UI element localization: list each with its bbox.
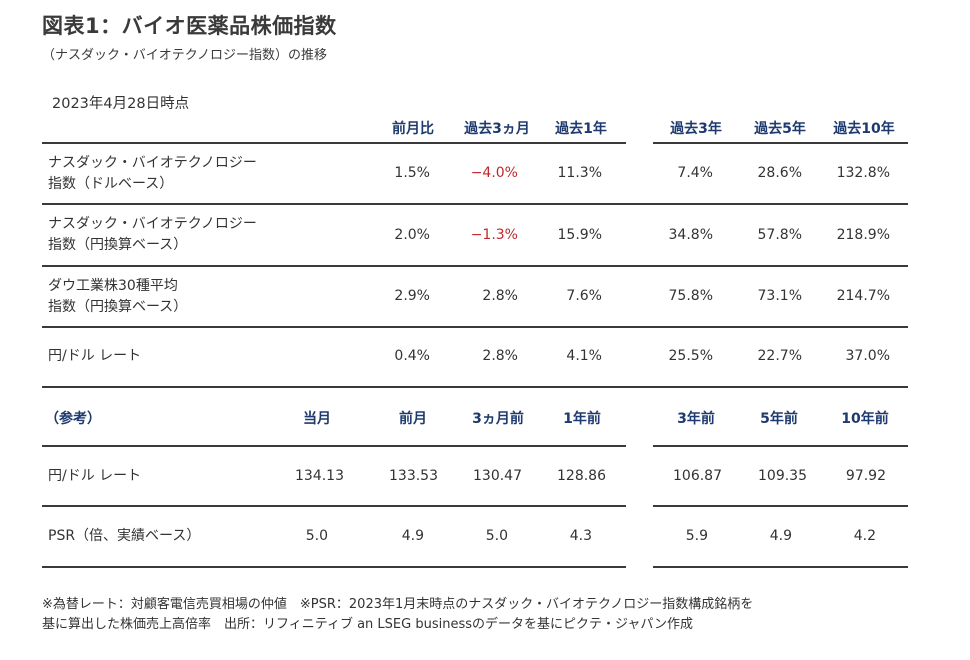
header-current: 当月 bbox=[303, 411, 331, 427]
footnote-line2: 基に算出した株価売上高倍率 出所：リフィニティブ an LSEG busines… bbox=[42, 617, 694, 632]
header-10y: 過去10年 bbox=[833, 121, 895, 137]
ref-row-label-usdjpy: 円/ドル レート bbox=[48, 468, 142, 484]
row-label-nbi-jpy: ナスダック・バイオテクノロジー 指数（円換算ベース） bbox=[48, 214, 257, 256]
row-label-line2: 指数（ドルベース） bbox=[48, 176, 174, 192]
cell: 34.8% bbox=[668, 227, 713, 243]
row-label-line1: ナスダック・バイオテクノロジー bbox=[48, 155, 257, 171]
row-label-usdjpy: 円/ドル レート bbox=[48, 348, 142, 364]
cell: 11.3% bbox=[557, 165, 602, 181]
cell: 57.8% bbox=[757, 227, 802, 243]
header-3y-ago: 3年前 bbox=[677, 411, 715, 427]
row-label-line1: ダウ工業株30種平均 bbox=[48, 278, 178, 294]
header-3y: 過去3年 bbox=[670, 121, 722, 137]
cell: 218.9% bbox=[836, 227, 890, 243]
cell: 4.3 bbox=[569, 528, 592, 544]
cell: 2.8% bbox=[482, 348, 518, 364]
cell: 28.6% bbox=[757, 165, 802, 181]
cell: 2.8% bbox=[482, 288, 518, 304]
row-divider bbox=[42, 203, 908, 205]
cell: 4.9 bbox=[769, 528, 792, 544]
header-prev-month: 前月 bbox=[399, 411, 427, 427]
table2-bottom-rule-right bbox=[653, 566, 908, 568]
header-5y: 過去5年 bbox=[754, 121, 806, 137]
page-title: 図表1：バイオ医薬品株価指数 bbox=[42, 14, 337, 38]
row-divider bbox=[42, 265, 908, 267]
cell: 7.6% bbox=[566, 288, 602, 304]
cell: 4.9 bbox=[401, 528, 424, 544]
row-label-line2: 指数（円換算ベース） bbox=[48, 237, 188, 253]
header-mom: 前月比 bbox=[392, 121, 434, 137]
table2-bottom-rule-left bbox=[42, 566, 626, 568]
cell: 5.0 bbox=[485, 528, 508, 544]
header-1y-ago: 1年前 bbox=[563, 411, 601, 427]
cell: 128.86 bbox=[557, 468, 606, 484]
cell: 2.0% bbox=[394, 227, 430, 243]
row-label-dow-jpy: ダウ工業株30種平均 指数（円換算ベース） bbox=[48, 276, 187, 318]
as-of-date: 2023年4月28日時点 bbox=[52, 96, 190, 112]
cell: 22.7% bbox=[757, 348, 802, 364]
table2-row-rule-left bbox=[42, 505, 626, 507]
cell: −1.3% bbox=[470, 227, 518, 243]
header-rule-right bbox=[653, 142, 908, 144]
cell: 15.9% bbox=[557, 227, 602, 243]
cell: 133.53 bbox=[389, 468, 438, 484]
table2-header-rule-left bbox=[42, 445, 626, 447]
cell: 97.92 bbox=[845, 468, 886, 484]
cell: 7.4% bbox=[677, 165, 713, 181]
page-subtitle: （ナスダック・バイオテクノロジー指数）の推移 bbox=[42, 48, 327, 63]
cell: 134.13 bbox=[295, 468, 344, 484]
cell: 0.4% bbox=[394, 348, 430, 364]
header-rule-left bbox=[42, 142, 626, 144]
cell: 4.1% bbox=[566, 348, 602, 364]
header-3m: 過去3ヵ月 bbox=[464, 121, 530, 137]
table2-row-rule-right bbox=[653, 505, 908, 507]
cell: 214.7% bbox=[836, 288, 890, 304]
cell: 130.47 bbox=[473, 468, 522, 484]
row-label-line1: ナスダック・バイオテクノロジー bbox=[48, 216, 257, 232]
header-10y-ago: 10年前 bbox=[841, 411, 889, 427]
footnote-line1: ※為替レート：対顧客電信売買相場の仲値 ※PSR：2023年1月末時点のナスダッ… bbox=[42, 597, 754, 612]
row-divider bbox=[42, 326, 908, 328]
row-label-line2: 指数（円換算ベース） bbox=[48, 299, 188, 315]
header-5y-ago: 5年前 bbox=[760, 411, 798, 427]
cell: 109.35 bbox=[758, 468, 807, 484]
cell: 5.0 bbox=[305, 528, 328, 544]
cell: 37.0% bbox=[845, 348, 890, 364]
cell: 132.8% bbox=[836, 165, 890, 181]
reference-section-label: （参考） bbox=[45, 411, 101, 427]
table2-header-rule-right bbox=[653, 445, 908, 447]
row-label-nbi-usd: ナスダック・バイオテクノロジー 指数（ドルベース） bbox=[48, 153, 257, 195]
ref-row-label-psr: PSR（倍、実績ベース） bbox=[48, 528, 201, 544]
table1-bottom-rule bbox=[42, 386, 908, 388]
cell: −4.0% bbox=[470, 165, 518, 181]
cell: 2.9% bbox=[394, 288, 430, 304]
cell: 5.9 bbox=[685, 528, 708, 544]
cell: 75.8% bbox=[668, 288, 713, 304]
cell: 25.5% bbox=[668, 348, 713, 364]
cell: 4.2 bbox=[853, 528, 876, 544]
cell: 106.87 bbox=[673, 468, 722, 484]
header-1y: 過去1年 bbox=[555, 121, 607, 137]
cell: 1.5% bbox=[394, 165, 430, 181]
header-3m-ago: 3ヵ月前 bbox=[472, 411, 524, 427]
cell: 73.1% bbox=[757, 288, 802, 304]
